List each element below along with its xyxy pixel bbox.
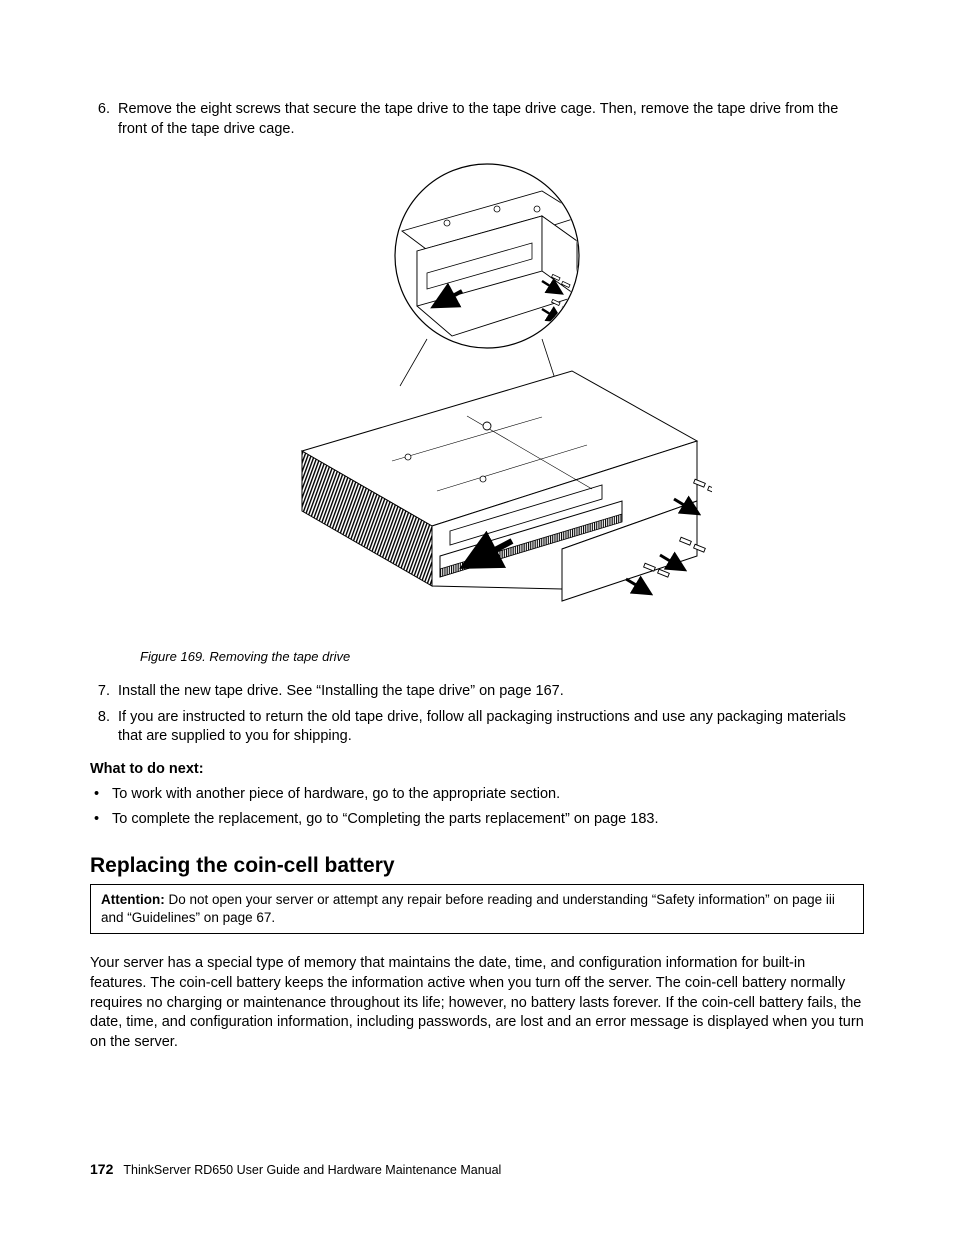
- bullet-item: • To work with another piece of hardware…: [90, 785, 864, 805]
- figure-169: [90, 161, 864, 631]
- bullet-item: • To complete the replacement, go to “Co…: [90, 810, 864, 830]
- step-text: Remove the eight screws that secure the …: [118, 100, 864, 139]
- bullet-icon: •: [90, 810, 112, 830]
- step-8: 8. If you are instructed to return the o…: [90, 708, 864, 747]
- attention-body: Do not open your server or attempt any r…: [101, 892, 835, 925]
- chassis: [302, 371, 712, 601]
- attention-label: Attention:: [101, 892, 165, 907]
- page-footer: 172 ThinkServer RD650 User Guide and Hard…: [90, 1161, 501, 1177]
- section-paragraph: Your server has a special type of memory…: [90, 954, 864, 1052]
- step-text: Install the new tape drive. See “Install…: [118, 682, 864, 702]
- figure-caption: Figure 169. Removing the tape drive: [140, 649, 864, 664]
- attention-note: Attention: Do not open your server or at…: [90, 884, 864, 934]
- bullet-icon: •: [90, 785, 112, 805]
- what-next-heading: What to do next:: [90, 761, 864, 777]
- footer-title: ThinkServer RD650 User Guide and Hardwar…: [123, 1163, 501, 1177]
- page-number: 172: [90, 1161, 113, 1177]
- step-number: 8.: [90, 708, 118, 747]
- step-number: 7.: [90, 682, 118, 702]
- document-page: 6. Remove the eight screws that secure t…: [0, 0, 954, 1235]
- tape-drive-illustration: [242, 161, 712, 631]
- step-text: If you are instructed to return the old …: [118, 708, 864, 747]
- step-7: 7. Install the new tape drive. See “Inst…: [90, 682, 864, 702]
- step-6: 6. Remove the eight screws that secure t…: [90, 100, 864, 139]
- bullet-text: To work with another piece of hardware, …: [112, 785, 864, 805]
- section-title: Replacing the coin-cell battery: [90, 854, 864, 878]
- bullet-text: To complete the replacement, go to “Comp…: [112, 810, 864, 830]
- zoom-detail: [395, 164, 582, 348]
- step-number: 6.: [90, 100, 118, 139]
